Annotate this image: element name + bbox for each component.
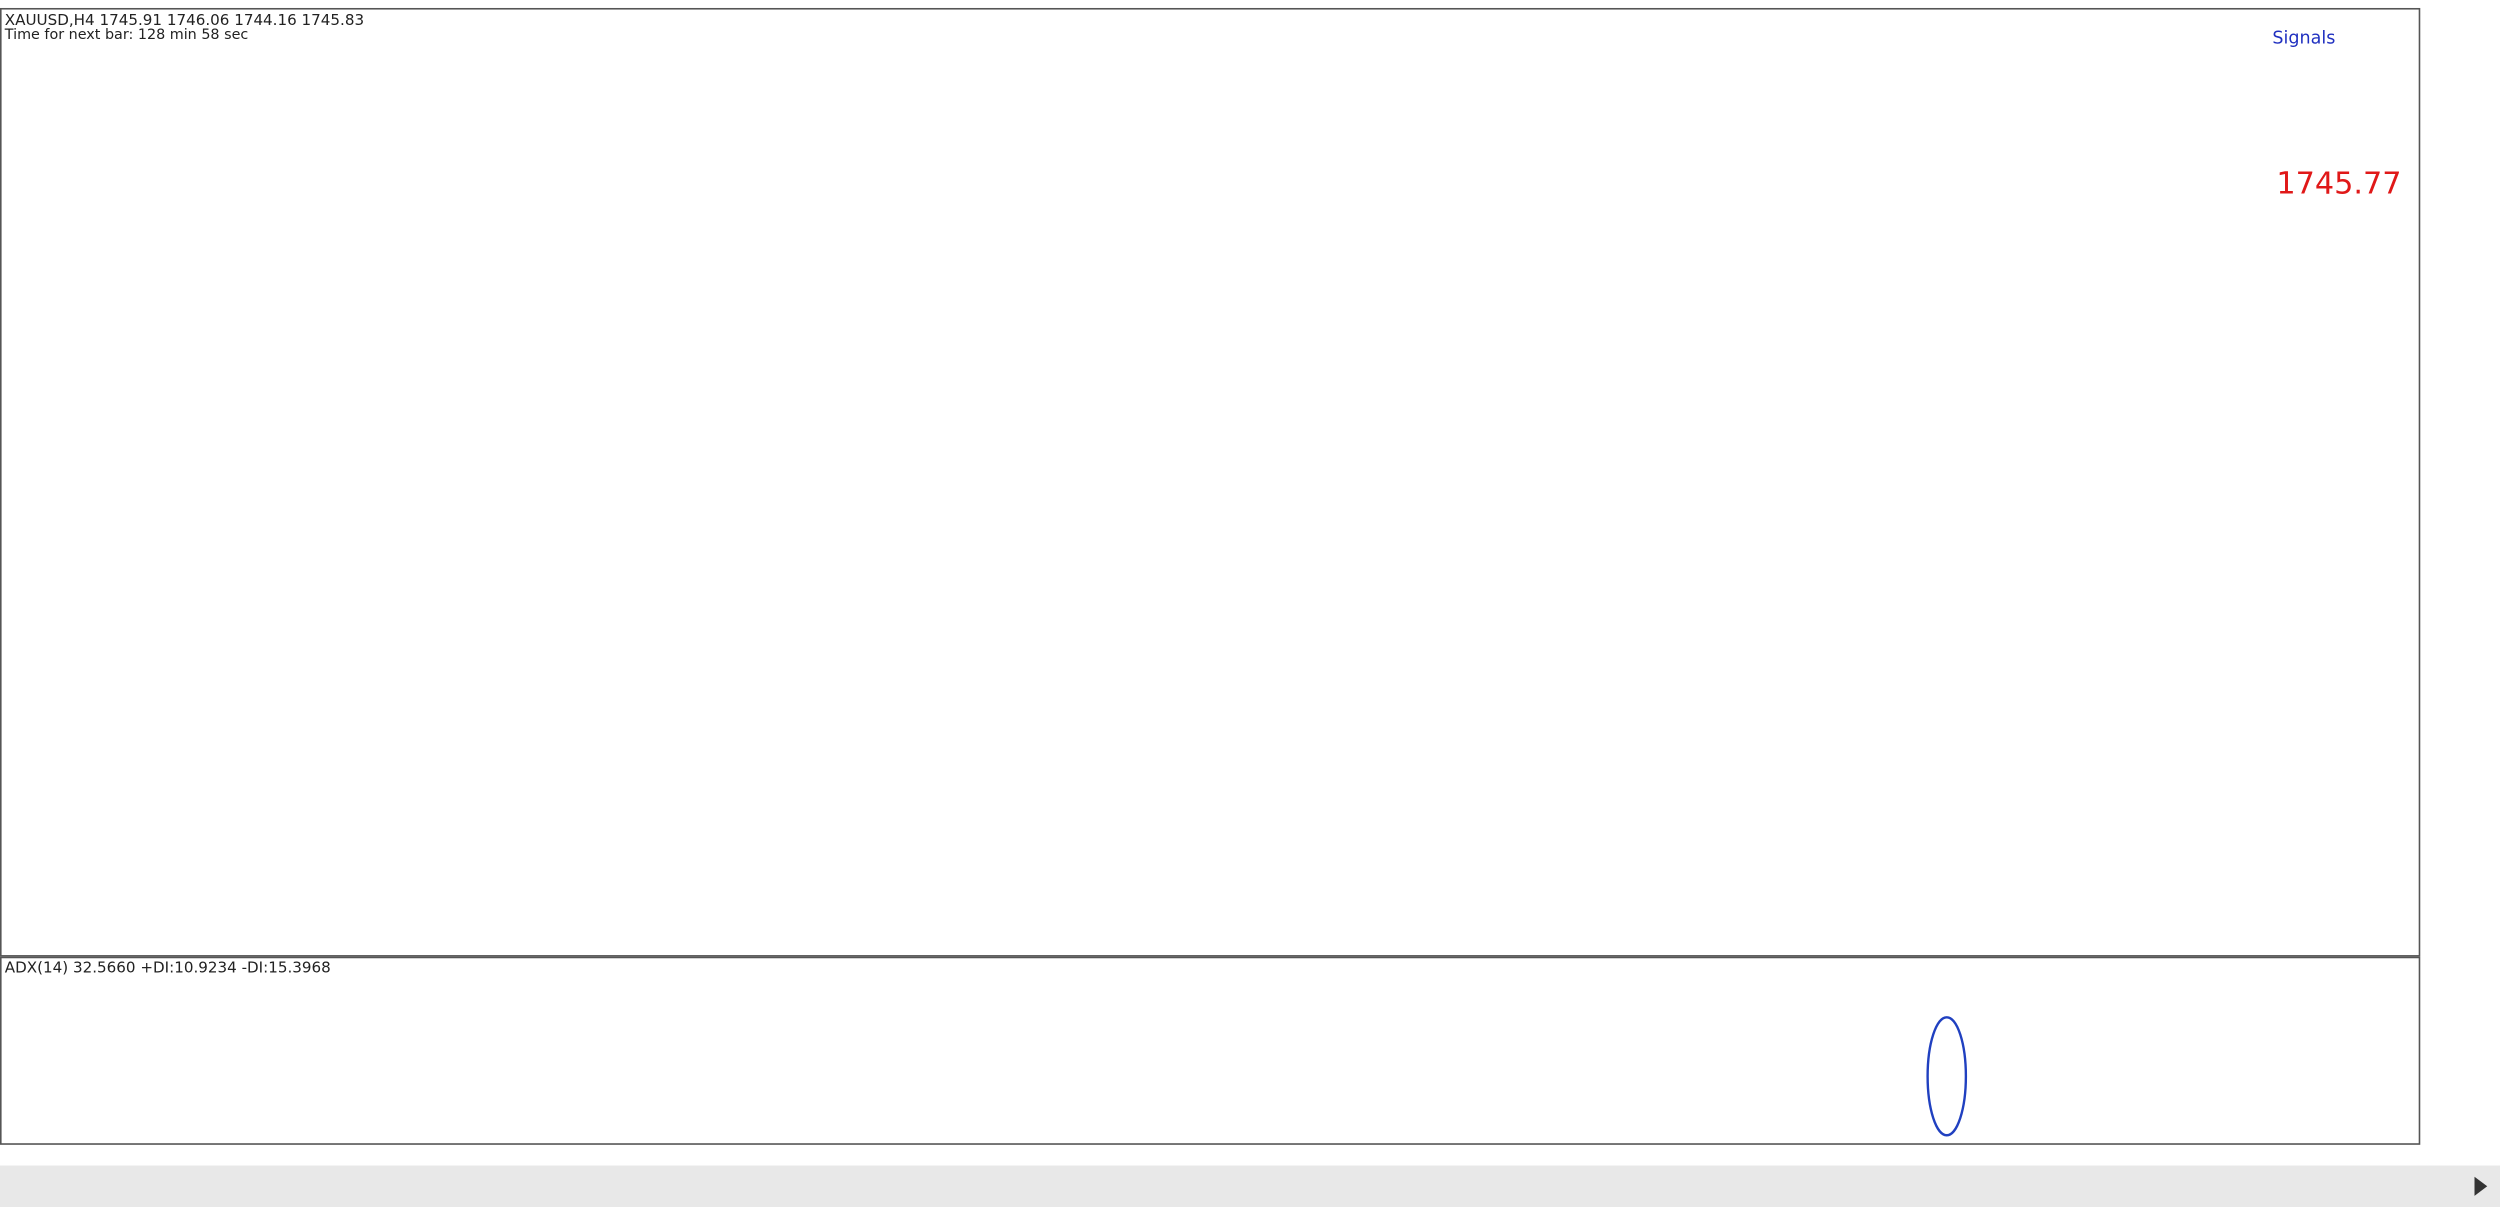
- price-panel-frame: [0, 7, 2421, 957]
- adx-title: ADX(14) 32.5660 +DI:10.9234 -DI:15.3968: [5, 958, 331, 976]
- chart-title: XAUUSD,H4 1745.91 1746.06 1744.16 1745.8…: [5, 11, 364, 29]
- adx-panel-frame: [0, 956, 2421, 1145]
- tab-scroll-arrow[interactable]: [2474, 1176, 2488, 1196]
- tab-bar: [0, 1165, 2500, 1207]
- highlight-ellipse: [1926, 1016, 1968, 1137]
- current-price: 1745.77: [2276, 166, 2401, 201]
- chart-subtitle: Time for next bar: 128 min 58 sec: [4, 27, 248, 43]
- signals-title: Signals: [2272, 28, 2335, 48]
